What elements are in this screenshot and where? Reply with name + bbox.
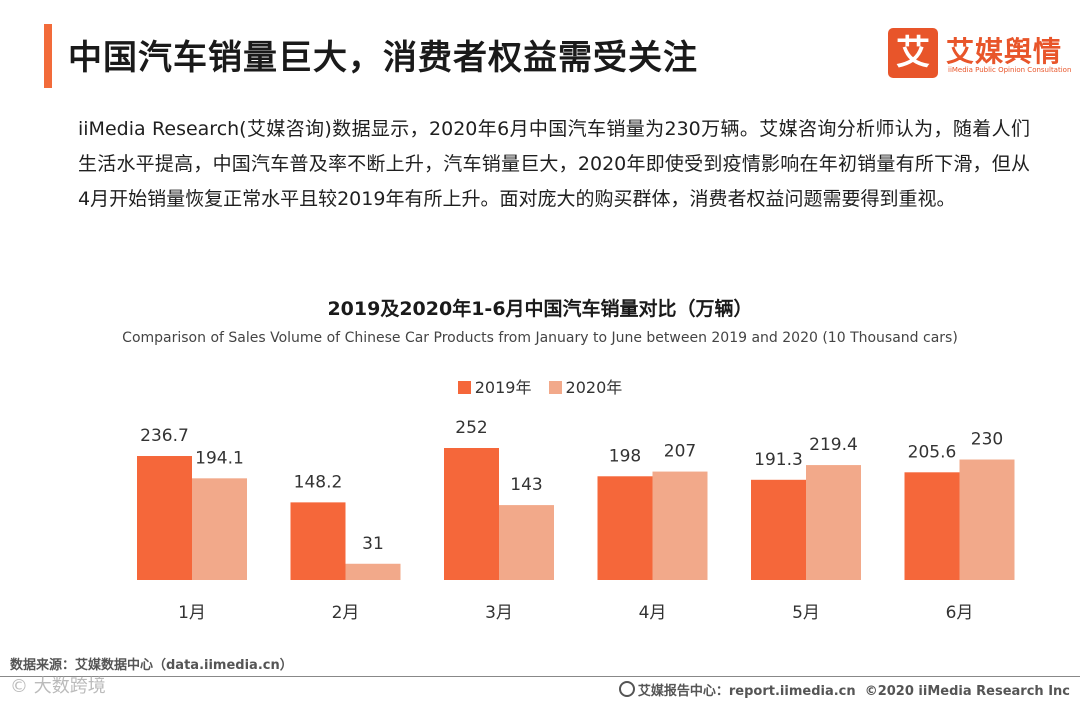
legend-label-2019: 2019年 <box>474 378 532 397</box>
bar-2019年-1月 <box>137 456 192 580</box>
chart-legend: 2019年 2020年 <box>0 374 1080 398</box>
chart-title: 2019及2020年1-6月中国汽车销量对比（万辆） <box>327 298 753 320</box>
category-label-1月: 1月 <box>178 603 206 623</box>
brand-logo: 艾 艾媒舆情 iiMedia Public Opinion Consultati… <box>888 28 1072 84</box>
category-label-5月: 5月 <box>792 603 820 623</box>
bar-2020年-2月 <box>345 563 401 580</box>
data-source: 数据来源：艾媒数据中心（data.iimedia.cn） <box>10 658 293 673</box>
data-label-2019年-2月: 148.2 <box>294 472 343 492</box>
category-label-6月: 6月 <box>946 603 974 623</box>
legend-label-2020: 2020年 <box>565 378 623 397</box>
logo-subtitle: iiMedia Public Opinion Consultation <box>948 66 1072 74</box>
copyright: ©2020 iiMedia Research Inc <box>864 684 1070 699</box>
data-label-2020年-3月: 143 <box>510 475 542 495</box>
report-center: 艾媒报告中心：report.iimedia.cn <box>637 684 856 699</box>
data-label-2019年-5月: 191.3 <box>754 450 803 470</box>
bar-2020年-6月 <box>959 459 1015 580</box>
category-label-3月: 3月 <box>485 603 513 623</box>
data-label-2020年-5月: 219.4 <box>809 435 858 455</box>
data-label-2020年-4月: 207 <box>664 442 696 462</box>
data-label-2019年-6月: 205.6 <box>908 442 957 462</box>
data-label-2020年-2月: 31 <box>362 534 384 554</box>
bar-2019年-6月 <box>904 472 960 580</box>
category-label-2月: 2月 <box>332 603 360 623</box>
data-label-2020年-6月: 230 <box>971 430 1003 450</box>
legend-swatch-2020 <box>548 381 562 394</box>
legend-item-2020: 2020年 <box>548 374 623 398</box>
category-label-4月: 4月 <box>639 603 667 623</box>
bar-2020年-4月 <box>652 471 708 580</box>
title-accent-bar <box>44 24 52 88</box>
data-label-2019年-3月: 252 <box>455 418 487 438</box>
bar-2019年-3月 <box>444 448 499 580</box>
watermark: © 大数跨境 <box>10 676 106 697</box>
globe-icon <box>618 681 635 697</box>
data-label-2019年-1月: 236.7 <box>140 426 189 446</box>
bar-chart: 236.7 194.1 1月 148.2 31 2月 252 143 3月 198 207 4月 191… <box>137 418 1015 623</box>
page-title: 中国汽车销量巨大，消费者权益需受关注 <box>68 38 698 78</box>
bar-2020年-5月 <box>806 465 861 580</box>
legend-swatch-2019 <box>457 381 471 394</box>
bar-2020年-1月 <box>192 478 247 580</box>
bar-2019年-5月 <box>751 479 806 580</box>
legend-item-2019: 2019年 <box>457 374 532 398</box>
summary-paragraph: iiMedia Research(艾媒咨询)数据显示，2020年6月中国汽车销量… <box>78 118 1030 210</box>
data-label-2020年-1月: 194.1 <box>195 448 244 468</box>
logo-name: 艾媒舆情 <box>946 35 1063 68</box>
footer-credits: 艾媒报告中心：report.iimedia.cn ©2020 iiMedia R… <box>618 680 1070 699</box>
chart-subtitle: Comparison of Sales Volume of Chinese Ca… <box>122 330 958 346</box>
data-label-2019年-4月: 198 <box>609 446 641 466</box>
footer-divider <box>0 676 1080 677</box>
bar-2020年-3月 <box>499 505 554 580</box>
bar-2019年-2月 <box>290 502 346 580</box>
logo-mark: 艾 <box>888 28 938 78</box>
bar-2019年-4月 <box>597 476 653 580</box>
